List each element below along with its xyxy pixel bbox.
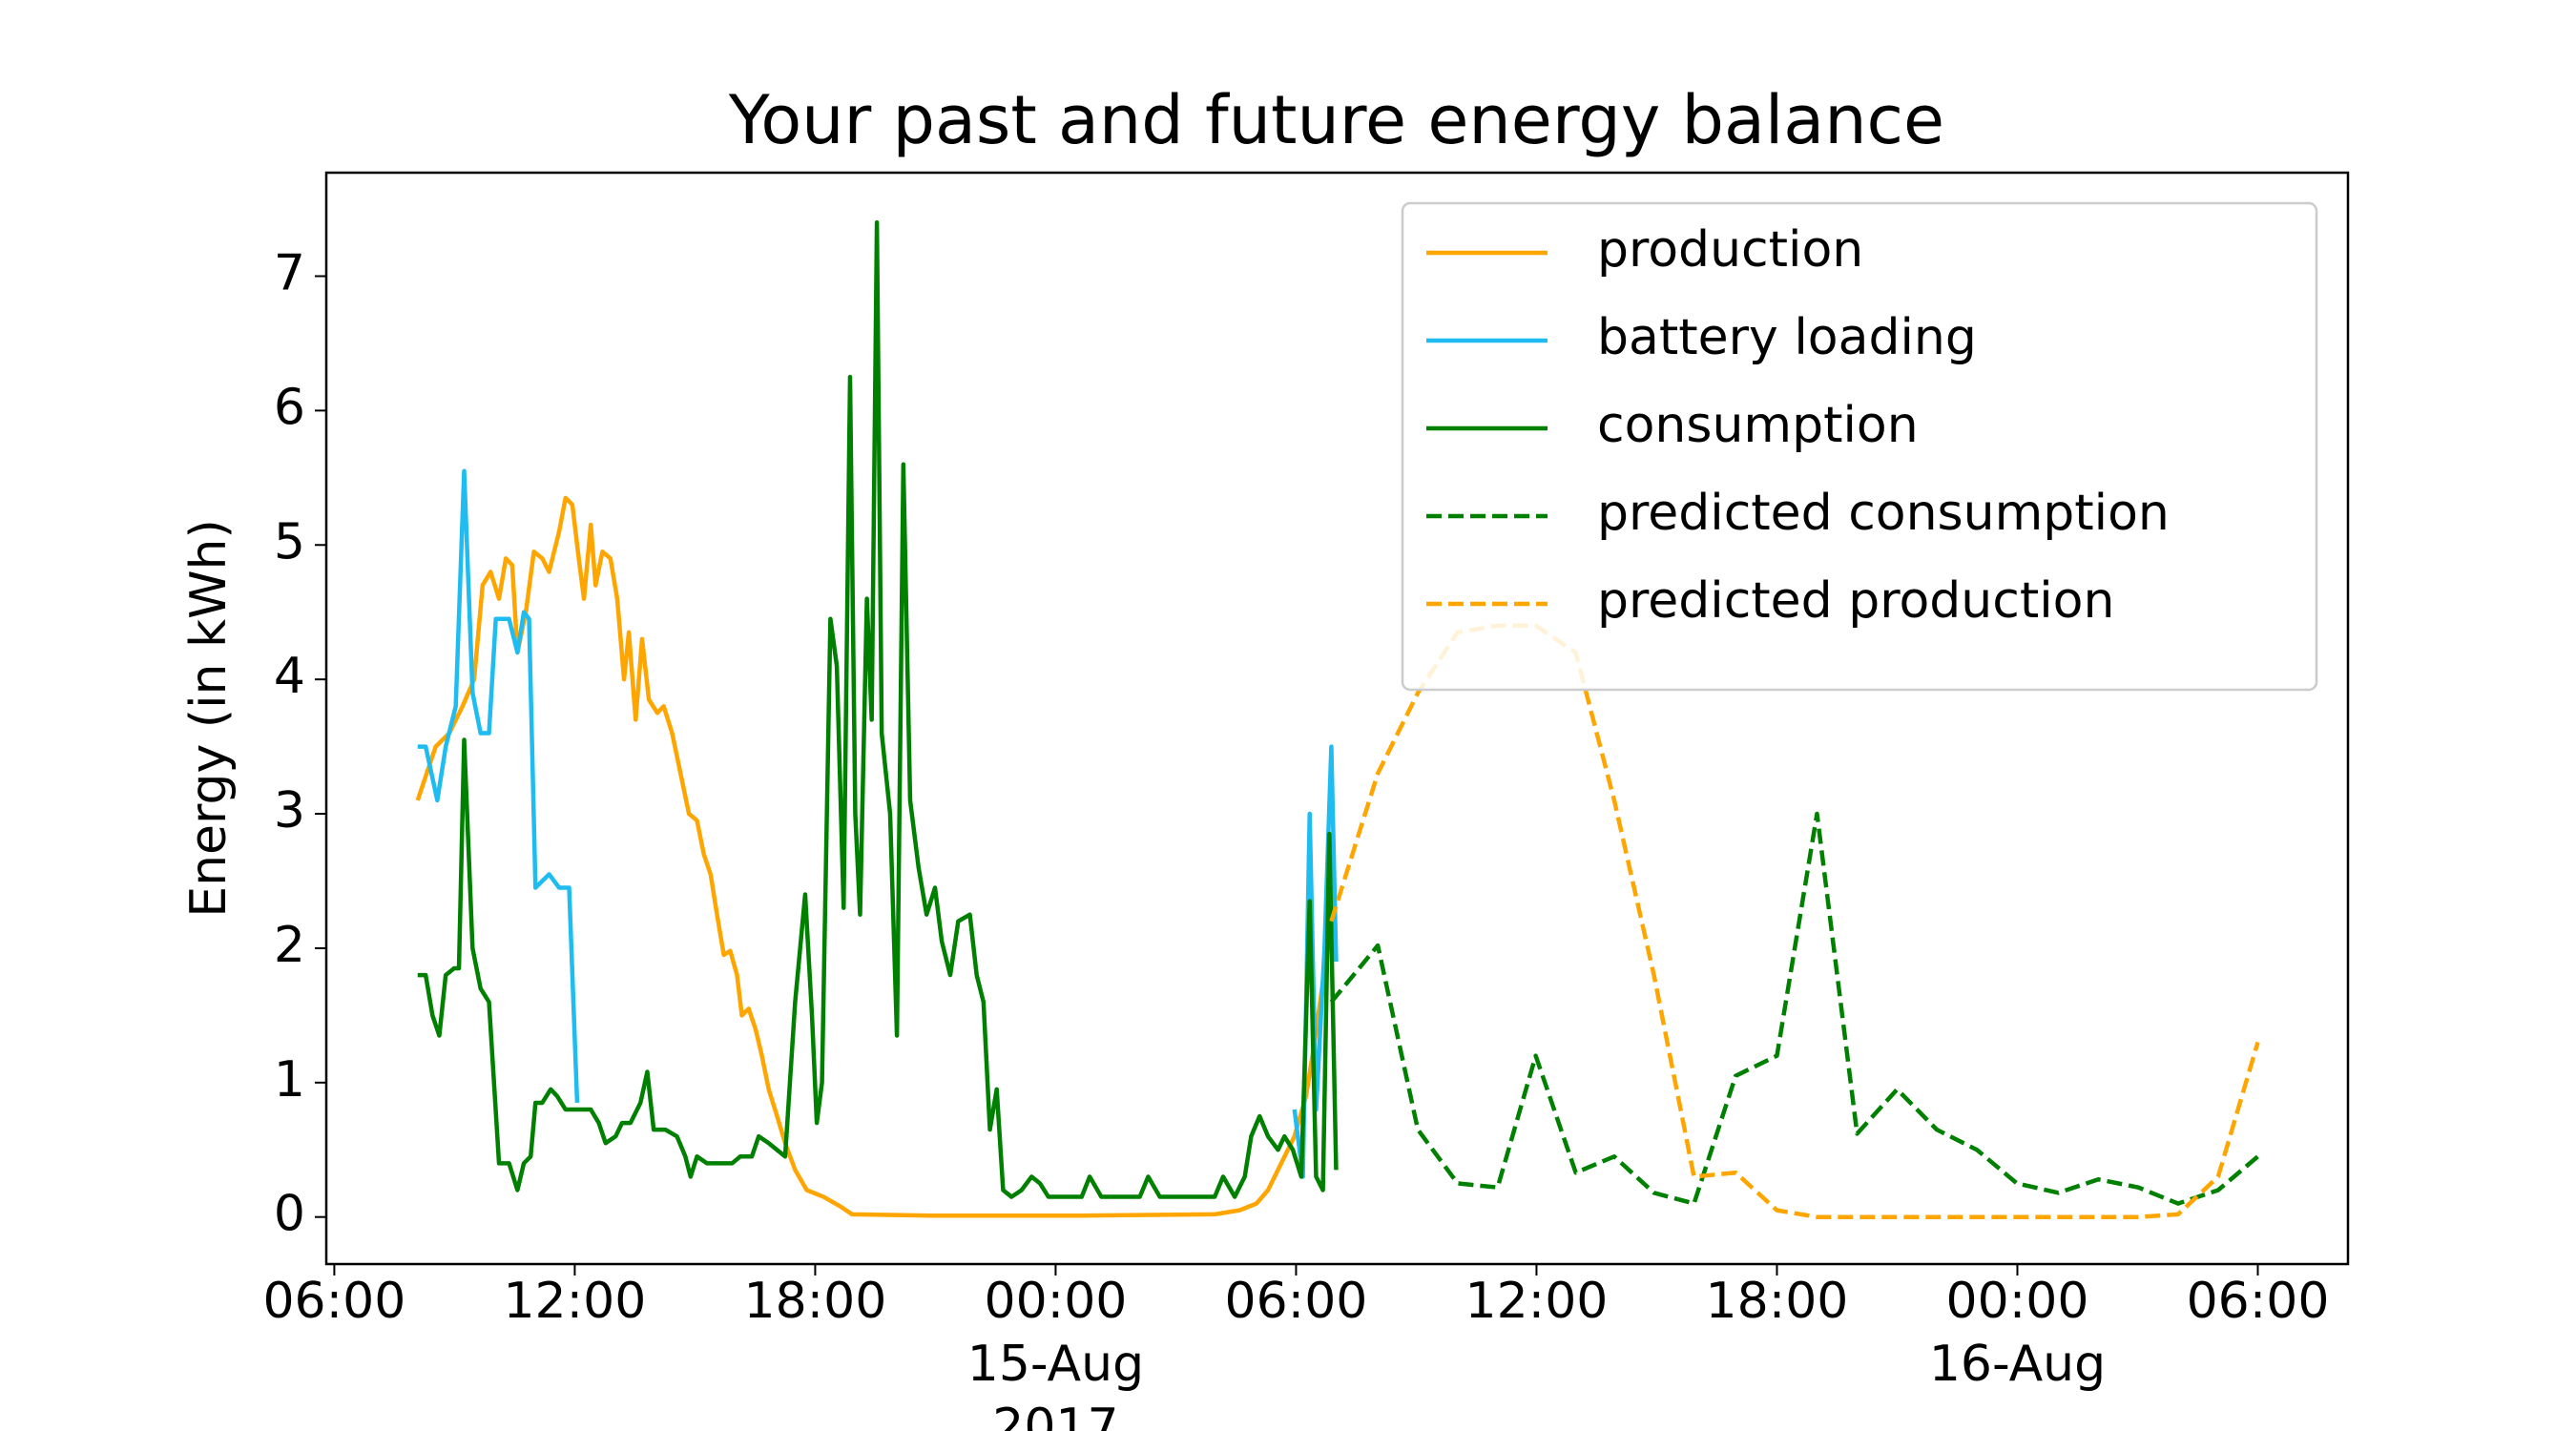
y-axis-label: Energy (in kWh): [180, 519, 238, 918]
x-tick-label-line: 18:00: [743, 1273, 886, 1330]
x-tick-label-line: 16-Aug: [1929, 1336, 2106, 1393]
series-line: [1329, 623, 2260, 1219]
plot-frame: [324, 171, 2350, 1266]
y-tick-label: 3: [274, 782, 305, 840]
y-tick-label: 1: [274, 1051, 305, 1109]
legend-label: predicted consumption: [1597, 485, 2170, 542]
legend-box: [1401, 201, 2318, 692]
y-tick-label: 4: [274, 648, 305, 705]
y-tick-label: 0: [274, 1186, 305, 1243]
series-line: [1329, 811, 2259, 1206]
y-tick-label: 2: [274, 917, 305, 974]
x-tick-label-line: 12:00: [503, 1273, 646, 1330]
x-tick-label: 06:00: [2187, 1273, 2330, 1330]
x-tick-label-line: 00:00: [1946, 1273, 2089, 1330]
x-tick-label: 12:00: [1465, 1273, 1609, 1330]
legend-label: consumption: [1597, 397, 1919, 454]
x-tick-label-line: 12:00: [1465, 1273, 1609, 1330]
series-line: [417, 219, 1339, 1199]
x-tick-label: 00:00 15-Aug 2017: [967, 1273, 1144, 1431]
x-tick-label-line: 18:00: [1706, 1273, 1849, 1330]
x-tick-label: 18:00: [743, 1273, 886, 1330]
chart-title: Your past and future energy balance: [728, 81, 1944, 159]
x-tick-label-line: 15-Aug: [967, 1336, 1144, 1393]
legend-label: predicted production: [1597, 572, 2114, 630]
x-tick-label-line: 06:00: [1225, 1273, 1368, 1330]
x-tick-label: 06:00: [262, 1273, 405, 1330]
x-tick-label: 06:00: [1225, 1273, 1368, 1330]
y-tick-label: 5: [274, 513, 305, 570]
y-tick-label: 7: [274, 244, 305, 301]
x-tick-label: 12:00: [503, 1273, 646, 1330]
x-tick-label-line: 06:00: [2187, 1273, 2330, 1330]
legend-label: battery loading: [1597, 309, 1977, 366]
x-tick-label: 18:00: [1706, 1273, 1849, 1330]
x-tick-label-line: 2017: [992, 1399, 1118, 1431]
legend-label: production: [1597, 221, 1863, 279]
x-tick-label-line: 00:00: [985, 1273, 1128, 1330]
y-tick-label: 6: [274, 379, 305, 436]
x-tick-label-line: 06:00: [262, 1273, 405, 1330]
series-line: [417, 468, 1339, 1179]
x-tick-label: 00:00 16-Aug: [1929, 1273, 2106, 1393]
